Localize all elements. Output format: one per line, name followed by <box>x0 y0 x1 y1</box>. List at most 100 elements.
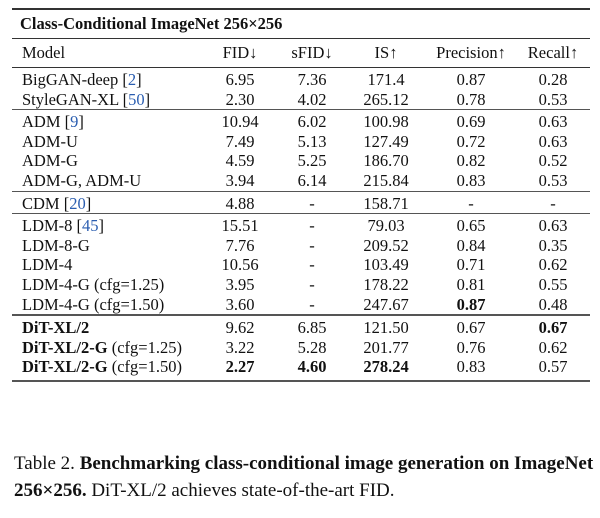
sfid-cell: - <box>278 213 346 236</box>
is-cell: 100.98 <box>346 109 426 132</box>
model-cell: LDM-4-G (cfg=1.25) <box>12 275 202 295</box>
sfid-cell: 4.60 <box>278 357 346 382</box>
fid-cell: 3.60 <box>225 294 255 314</box>
precision-cell: 0.78 <box>456 89 486 109</box>
is-cell: 186.70 <box>363 151 409 171</box>
model-name: LDM-8-G <box>22 235 90 255</box>
table-row: ADM-G, ADM-U 3.94 6.14 215.84 0.83 0.53 <box>12 171 590 191</box>
model-name: ADM <box>22 112 61 132</box>
citation-link[interactable]: 20 <box>69 193 86 213</box>
fid-cell: 9.62 <box>202 314 278 338</box>
recall-cell: 0.62 <box>538 255 568 275</box>
model-cell: StyleGAN-XL [50] <box>22 89 151 109</box>
precision-cell: 0.87 <box>456 294 486 314</box>
model-name: DiT-XL/2 <box>22 318 90 338</box>
fid-cell: 4.59 <box>225 151 255 171</box>
model-cell: ADM-U <box>12 132 202 152</box>
table-row: LDM-4-G (cfg=1.25) 3.95 - 178.22 0.81 0.55 <box>12 275 590 295</box>
citation-link[interactable]: 50 <box>128 89 145 109</box>
model-name: CDM <box>22 193 60 213</box>
precision-cell: 0.76 <box>456 337 486 357</box>
fid-cell: 7.49 <box>225 131 255 151</box>
header-fid: FID↓ <box>202 38 278 68</box>
sfid-cell: 5.25 <box>297 151 327 171</box>
model-config: (cfg=1.50) <box>107 357 182 377</box>
recall-cell: 0.28 <box>516 66 590 90</box>
citation-link[interactable]: 2 <box>127 70 137 89</box>
model-cell: BigGAN-deep [2] <box>12 66 202 90</box>
table-row: LDM-8 [45] 15.51-79.03 0.65 0.63 <box>12 213 590 236</box>
precision-cell: 0.72 <box>456 131 486 151</box>
precision-cell: 0.71 <box>456 255 486 275</box>
is-cell: 127.49 <box>363 131 409 151</box>
model-cell: DiT-XL/2 <box>12 314 202 338</box>
table-row: ADM-G 4.59 5.25 186.70 0.82 0.52 <box>12 151 590 171</box>
model-cell: ADM-G <box>12 151 202 171</box>
sfid-cell: - <box>309 235 315 255</box>
sfid-cell: - <box>309 294 315 314</box>
header-recall: Recall↑ <box>516 38 590 68</box>
sfid-cell: 5.13 <box>297 131 327 151</box>
model-name: ADM-U <box>22 131 78 151</box>
sfid-cell: - <box>278 190 346 214</box>
precision-cell: 0.83 <box>426 357 516 382</box>
is-cell: 158.71 <box>346 190 426 214</box>
precision-cell: 0.65 <box>426 213 516 236</box>
table-title-row: Class-Conditional ImageNet 256×256 <box>12 8 590 39</box>
model-config: (cfg=1.25) <box>89 274 165 294</box>
sfid-cell: 6.85 <box>278 314 346 338</box>
model-cell: LDM-8-G <box>12 236 202 256</box>
recall-cell: 0.63 <box>538 131 568 151</box>
is-cell: 247.67 <box>363 294 409 314</box>
model-name: LDM-4-G <box>22 294 90 314</box>
model-name: StyleGAN-XL <box>22 89 119 109</box>
recall-cell: 0.48 <box>538 294 568 314</box>
results-table-container: Class-Conditional ImageNet 256×256 Model… <box>12 8 590 382</box>
table-row: DiT-XL/2-G (cfg=1.25) 3.22 5.28 201.77 0.76 0… <box>12 338 590 358</box>
model-cell: LDM-4 <box>12 255 202 275</box>
table-title: Class-Conditional ImageNet 256×256 <box>12 8 590 39</box>
caption-bold-text: Benchmarking class-conditional image gen… <box>14 453 594 501</box>
precision-cell: 0.84 <box>456 235 486 255</box>
citation-link[interactable]: 9 <box>70 112 79 132</box>
header-sfid: sFID↓ <box>278 38 346 68</box>
precision-cell: 0.83 <box>456 170 486 190</box>
table-row: StyleGAN-XL [50] 2.30 4.02 265.12 0.78 0.53 <box>12 90 590 110</box>
caption-label: Table 2. <box>14 453 75 474</box>
precision-cell: - <box>426 190 516 214</box>
recall-cell: 0.52 <box>538 151 568 171</box>
table-row: CDM [20] 4.88-158.71- - <box>12 190 590 214</box>
recall-cell: 0.63 <box>516 109 590 132</box>
table-row: DiT-XL/2 9.62 6.85 121.50 0.67 0.67 <box>12 314 590 338</box>
sfid-cell: 5.28 <box>297 337 327 357</box>
is-cell: 121.50 <box>346 314 426 338</box>
model-cell: LDM-8 [45] <box>12 213 202 236</box>
sfid-cell: 6.14 <box>297 170 327 190</box>
sfid-cell: - <box>309 255 315 275</box>
recall-cell: 0.35 <box>538 235 568 255</box>
table-row: DiT-XL/2-G (cfg=1.50) 2.27 4.60 278.24 0.83 0… <box>12 357 590 382</box>
fid-cell: 10.94 <box>202 109 278 132</box>
precision-cell: 0.82 <box>456 151 486 171</box>
model-cell: LDM-4-G (cfg=1.50) <box>12 295 202 316</box>
is-cell: 278.24 <box>346 357 426 382</box>
precision-cell: 0.69 <box>426 109 516 132</box>
table-row: LDM-4 10.56 - 103.49 0.71 0.62 <box>12 255 590 275</box>
model-cell: CDM [20] <box>12 190 202 214</box>
sfid-cell: 4.02 <box>297 89 327 109</box>
precision-cell: 0.87 <box>426 66 516 90</box>
precision-cell: 0.67 <box>426 314 516 338</box>
table-row: ADM [9] 10.94 6.02 100.98 0.69 0.63 <box>12 109 590 132</box>
header-precision: Precision↑ <box>426 38 516 68</box>
is-cell: 79.03 <box>346 213 426 236</box>
is-cell: 103.49 <box>363 255 409 275</box>
sfid-cell: 7.36 <box>278 66 346 90</box>
table-header-row: Model FID↓ sFID↓ IS↑ Precision↑ Recall↑ <box>12 38 590 68</box>
citation-link[interactable]: 45 <box>82 216 99 236</box>
table-caption: Table 2. Benchmarking class-conditional … <box>14 450 594 504</box>
header-model: Model <box>12 38 202 68</box>
table-row: ADM-U 7.49 5.13 127.49 0.72 0.63 <box>12 132 590 152</box>
recall-cell: 0.63 <box>516 213 590 236</box>
model-config: (cfg=1.25) <box>107 337 182 357</box>
fid-cell: 3.95 <box>225 274 255 294</box>
